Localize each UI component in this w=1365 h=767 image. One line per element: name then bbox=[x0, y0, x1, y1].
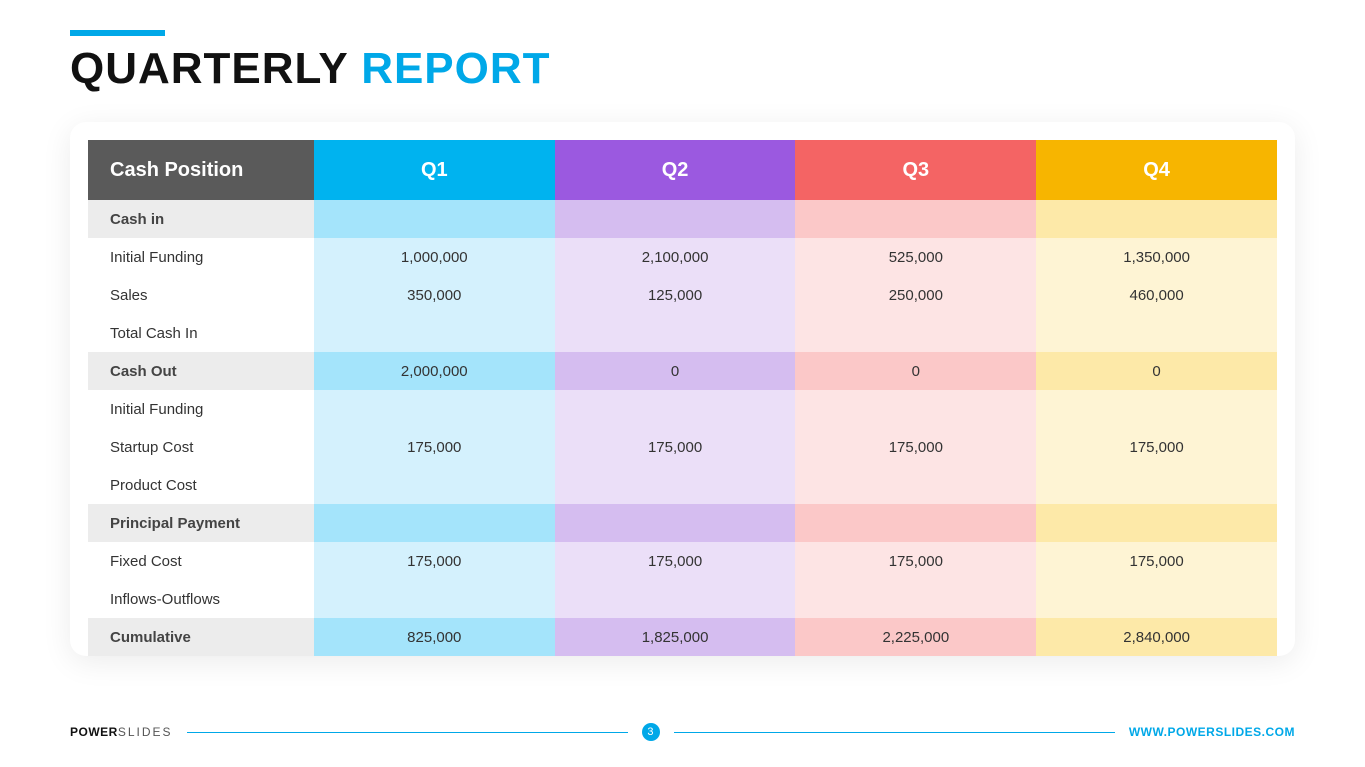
cell-q2: 125,000 bbox=[555, 276, 796, 314]
cell-q4: 1,350,000 bbox=[1036, 238, 1277, 276]
header-label: Cash Position bbox=[88, 140, 314, 200]
cell-q3: 175,000 bbox=[795, 542, 1036, 580]
row-label: Fixed Cost bbox=[88, 542, 314, 580]
cell-q4: 175,000 bbox=[1036, 542, 1277, 580]
row-label: Cumulative bbox=[88, 618, 314, 656]
cell-q2 bbox=[555, 466, 796, 504]
page-number: 3 bbox=[647, 726, 654, 738]
table-row: Startup Cost175,000175,000175,000175,000 bbox=[88, 428, 1277, 466]
cell-q3: 175,000 bbox=[795, 428, 1036, 466]
table-row: Cumulative825,0001,825,0002,225,0002,840… bbox=[88, 618, 1277, 656]
cell-q2 bbox=[555, 314, 796, 352]
cell-q2 bbox=[555, 580, 796, 618]
cell-q4: 175,000 bbox=[1036, 428, 1277, 466]
cell-q3: 0 bbox=[795, 352, 1036, 390]
table-row: Sales350,000125,000250,000460,000 bbox=[88, 276, 1277, 314]
row-label: Initial Funding bbox=[88, 390, 314, 428]
header-q2: Q2 bbox=[555, 140, 796, 200]
title-word-1: QUARTERLY bbox=[70, 44, 348, 93]
cell-q4 bbox=[1036, 314, 1277, 352]
cell-q2: 175,000 bbox=[555, 428, 796, 466]
cell-q4 bbox=[1036, 504, 1277, 542]
footer-line-right bbox=[674, 732, 1115, 733]
table-row: Total Cash In bbox=[88, 314, 1277, 352]
page-title: QUARTERLY REPORT bbox=[70, 44, 1295, 94]
cell-q3 bbox=[795, 580, 1036, 618]
brand-word-2: SLIDES bbox=[118, 725, 173, 739]
cell-q1: 1,000,000 bbox=[314, 238, 555, 276]
table-row: Fixed Cost175,000175,000175,000175,000 bbox=[88, 542, 1277, 580]
row-label: Cash Out bbox=[88, 352, 314, 390]
cell-q4: 460,000 bbox=[1036, 276, 1277, 314]
table-row: Initial Funding bbox=[88, 390, 1277, 428]
cell-q4 bbox=[1036, 200, 1277, 238]
cell-q3: 2,225,000 bbox=[795, 618, 1036, 656]
footer-brand: POWERSLIDES bbox=[70, 725, 173, 739]
cell-q4 bbox=[1036, 390, 1277, 428]
cell-q3 bbox=[795, 466, 1036, 504]
row-label: Product Cost bbox=[88, 466, 314, 504]
slide: QUARTERLY REPORT Cash PositionQ1Q2Q3Q4 C… bbox=[0, 0, 1365, 767]
footer: POWERSLIDES 3 WWW.POWERSLIDES.COM bbox=[70, 723, 1295, 741]
footer-line-left bbox=[187, 732, 628, 733]
cell-q1: 825,000 bbox=[314, 618, 555, 656]
cell-q3: 250,000 bbox=[795, 276, 1036, 314]
report-card: Cash PositionQ1Q2Q3Q4 Cash inInitial Fun… bbox=[70, 122, 1295, 656]
cell-q3: 525,000 bbox=[795, 238, 1036, 276]
cell-q4 bbox=[1036, 466, 1277, 504]
table-body: Cash inInitial Funding1,000,0002,100,000… bbox=[88, 200, 1277, 656]
cell-q1: 350,000 bbox=[314, 276, 555, 314]
cell-q2 bbox=[555, 504, 796, 542]
cell-q1 bbox=[314, 504, 555, 542]
cell-q1: 175,000 bbox=[314, 428, 555, 466]
cash-position-table: Cash PositionQ1Q2Q3Q4 Cash inInitial Fun… bbox=[88, 140, 1277, 656]
table-row: Initial Funding1,000,0002,100,000525,000… bbox=[88, 238, 1277, 276]
cell-q2: 1,825,000 bbox=[555, 618, 796, 656]
header-q1: Q1 bbox=[314, 140, 555, 200]
cell-q1 bbox=[314, 390, 555, 428]
cell-q2 bbox=[555, 200, 796, 238]
cell-q2: 175,000 bbox=[555, 542, 796, 580]
cell-q2: 2,100,000 bbox=[555, 238, 796, 276]
table-row: Cash in bbox=[88, 200, 1277, 238]
page-number-badge: 3 bbox=[642, 723, 660, 741]
row-label: Initial Funding bbox=[88, 238, 314, 276]
cell-q3 bbox=[795, 314, 1036, 352]
cell-q3 bbox=[795, 504, 1036, 542]
cell-q1: 2,000,000 bbox=[314, 352, 555, 390]
cell-q4: 2,840,000 bbox=[1036, 618, 1277, 656]
cell-q3 bbox=[795, 200, 1036, 238]
table-row: Inflows-Outflows bbox=[88, 580, 1277, 618]
cell-q1 bbox=[314, 580, 555, 618]
table-row: Cash Out2,000,000000 bbox=[88, 352, 1277, 390]
cell-q2 bbox=[555, 390, 796, 428]
row-label: Total Cash In bbox=[88, 314, 314, 352]
cell-q1: 175,000 bbox=[314, 542, 555, 580]
cell-q1 bbox=[314, 314, 555, 352]
cell-q3 bbox=[795, 390, 1036, 428]
footer-url: WWW.POWERSLIDES.COM bbox=[1129, 725, 1295, 739]
cell-q1 bbox=[314, 466, 555, 504]
title-word-2: REPORT bbox=[361, 44, 550, 93]
cell-q1 bbox=[314, 200, 555, 238]
cell-q4: 0 bbox=[1036, 352, 1277, 390]
table-row: Principal Payment bbox=[88, 504, 1277, 542]
row-label: Cash in bbox=[88, 200, 314, 238]
row-label: Inflows-Outflows bbox=[88, 580, 314, 618]
row-label: Principal Payment bbox=[88, 504, 314, 542]
header-q4: Q4 bbox=[1036, 140, 1277, 200]
table-row: Product Cost bbox=[88, 466, 1277, 504]
header-q3: Q3 bbox=[795, 140, 1036, 200]
cell-q2: 0 bbox=[555, 352, 796, 390]
accent-bar bbox=[70, 30, 165, 36]
brand-word-1: POWER bbox=[70, 725, 118, 739]
cell-q4 bbox=[1036, 580, 1277, 618]
row-label: Sales bbox=[88, 276, 314, 314]
row-label: Startup Cost bbox=[88, 428, 314, 466]
table-header: Cash PositionQ1Q2Q3Q4 bbox=[88, 140, 1277, 200]
